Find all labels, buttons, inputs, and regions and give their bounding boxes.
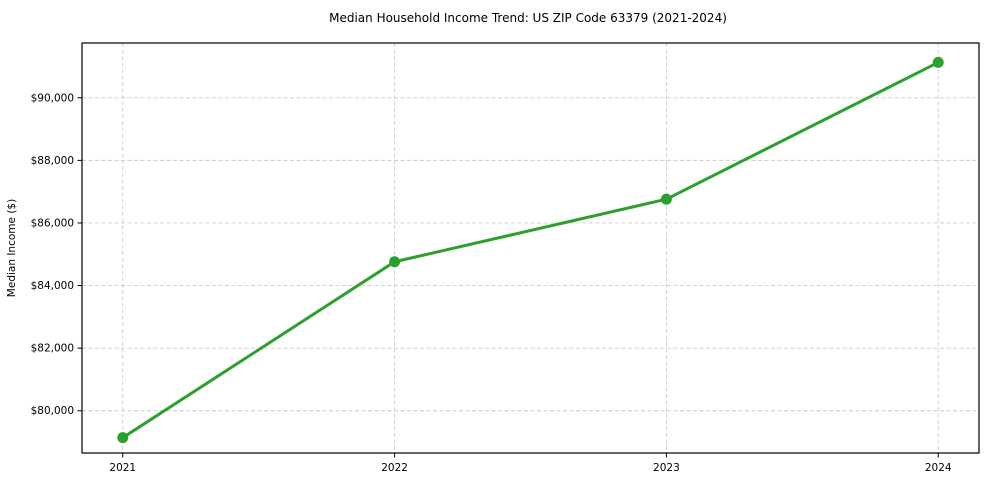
- grid-layer: [82, 43, 979, 453]
- trend-line: [121, 60, 940, 440]
- chart-title: Median Household Income Trend: US ZIP Co…: [329, 11, 727, 25]
- data-point: [660, 193, 672, 205]
- tick-layer: $80,000 $82,000 $84,000 $86,000 $88,000 $90,0…: [31, 92, 952, 474]
- x-tick-label: 2024: [925, 462, 952, 474]
- data-point: [389, 256, 401, 268]
- y-tick-label: $90,000: [31, 92, 74, 104]
- y-tick-label: $86,000: [31, 217, 74, 229]
- x-tick-label: 2021: [109, 462, 136, 474]
- x-tick-label: 2023: [653, 462, 680, 474]
- y-tick-label: $88,000: [31, 155, 74, 167]
- data-point: [932, 56, 944, 68]
- x-tick-label: 2022: [381, 462, 408, 474]
- y-tick-label: $84,000: [31, 280, 74, 292]
- y-tick-label: $82,000: [31, 343, 74, 355]
- plot-border: [81, 42, 980, 454]
- series-layer: [117, 56, 944, 444]
- y-axis-label: Median Income ($): [6, 199, 18, 297]
- data-point: [117, 432, 129, 444]
- y-tick-label: $80,000: [31, 405, 74, 417]
